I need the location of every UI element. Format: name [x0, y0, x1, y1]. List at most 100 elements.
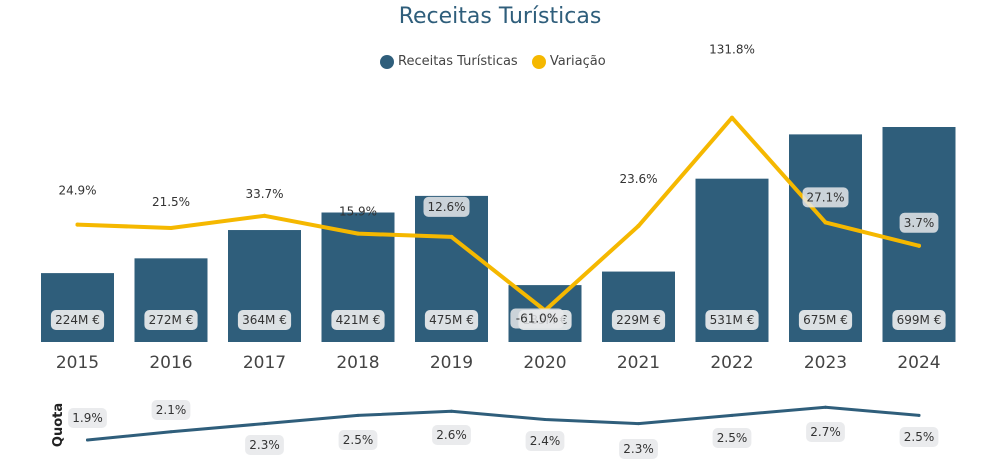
quota-label-2019-group: 2.6%: [432, 425, 471, 445]
variacao-label-2024: 3.7%: [904, 216, 935, 230]
quota-label-2015-bg: [68, 408, 107, 428]
bar-label-2023-bg: [798, 310, 853, 330]
bar-label-2015-bg: [50, 310, 105, 330]
x-tick-2015: 2015: [56, 353, 99, 373]
bar-label-2017-group: 364M €: [237, 310, 292, 330]
bar-label-2016: 272M €: [149, 313, 194, 327]
quota-label-2017-bg: [245, 435, 284, 455]
bar-label-2019: 475M €: [429, 313, 474, 327]
bar-label-2018: 421M €: [336, 313, 381, 327]
quota-point-2016: [169, 430, 173, 434]
quota-label-2018-group: 2.5%: [338, 430, 378, 450]
quota-label-2021: 2.3%: [623, 442, 654, 456]
variacao-label-2021: 23.6%: [619, 172, 657, 186]
legend-label-variacao: Variação: [549, 54, 606, 69]
bar-2023: [789, 134, 862, 342]
variacao-label-2018-group: 15.9%: [339, 205, 377, 219]
quota-label-2018: 2.5%: [343, 433, 374, 447]
bar-label-2021-bg: [611, 310, 666, 330]
bar-2015: [41, 273, 114, 342]
quota-point-2019: [450, 409, 453, 413]
variacao-label-2019: 12.6%: [427, 200, 465, 214]
variacao-point-2017: [262, 213, 267, 218]
legend-swatch-receitas: [380, 54, 394, 69]
quota-label-2020-bg: [525, 431, 565, 451]
quota-point-2017: [263, 422, 266, 426]
variacao-label-2019-bg: [423, 196, 470, 217]
variacao-label-2018: 15.9%: [339, 205, 377, 219]
variacao-line: [75, 115, 921, 313]
quota-point-2023: [824, 405, 827, 409]
legend-item-variacao[interactable]: Variação: [531, 54, 606, 69]
variacao-label-2015: 24.9%: [58, 184, 96, 198]
bar-label-2022-group: 531M €: [705, 310, 759, 330]
quota-point-2022: [730, 413, 734, 417]
quota-label-2023: 2.7%: [810, 425, 841, 439]
bar-label-2024-group: 699M €: [892, 310, 946, 330]
quota-label-2024: 2.5%: [904, 430, 935, 444]
variacao-label-2022-group: 131.8%: [709, 43, 755, 57]
variacao-point-2015: [75, 222, 80, 227]
quota-point-2018: [356, 413, 360, 417]
quota-label-2023-group: 2.7%: [806, 422, 845, 442]
variacao-label-2021-group: 23.6%: [619, 172, 657, 186]
quota-label-2020-group: 2.4%: [525, 431, 565, 451]
quota-label-2022-bg: [712, 428, 752, 448]
legend-item-receitas[interactable]: Receitas Turísticas: [380, 54, 518, 69]
bar-label-2015-group: 224M €: [50, 310, 105, 330]
quota-label-2017: 2.3%: [249, 438, 280, 452]
x-tick-2020: 2020: [523, 353, 566, 373]
variacao-label-2016: 21.5%: [152, 195, 190, 209]
variacao-label-2020-bg: [510, 308, 564, 329]
variacao-label-2022: 131.8%: [709, 43, 755, 57]
legend-swatch-variacao: [531, 54, 546, 69]
bar-2021: [602, 271, 675, 342]
bar-label-2022: 531M €: [710, 313, 755, 327]
variacao-label-2023-bg: [802, 187, 849, 208]
quota-label-2015: 1.9%: [72, 411, 103, 425]
quota-label-2024-group: 2.5%: [899, 427, 939, 447]
quota-label-2024-bg: [899, 427, 939, 447]
variacao-point-2016: [169, 226, 173, 230]
quota-label-2021-bg: [619, 439, 658, 459]
bar-label-2021: 229M €: [616, 313, 661, 327]
variacao-point-2021: [636, 223, 641, 228]
bar-label-2017-bg: [237, 310, 292, 330]
x-tick-2022: 2022: [710, 353, 753, 373]
x-tick-2019: 2019: [430, 353, 473, 373]
quota-point-2015: [86, 438, 89, 442]
variacao-label-2020: -61.0%: [516, 312, 558, 326]
variacao-label-2024-bg: [899, 212, 939, 233]
bar-label-2017: 364M €: [242, 313, 287, 327]
quota-label-2015-group: 1.9%: [68, 408, 107, 428]
quota-label-2019-bg: [432, 425, 471, 445]
variacao-point-2019: [449, 234, 454, 239]
bar-label-2016-group: 272M €: [144, 310, 198, 330]
bar-label-2016-bg: [144, 310, 198, 330]
quota-label-2016-bg: [151, 400, 191, 420]
bar-label-2024: 699M €: [897, 313, 942, 327]
bar-label-2019-group: 475M €: [424, 310, 479, 330]
variacao-label-2019-group: 12.6%: [423, 196, 470, 217]
bar-label-2022-bg: [705, 310, 759, 330]
bar-label-2019-bg: [424, 310, 479, 330]
variacao-label-2020-group: -61.0%: [510, 308, 564, 329]
bar-label-2015: 224M €: [55, 313, 100, 327]
bar-label-2018-bg: [331, 310, 385, 330]
variacao-label-2015-group: 24.9%: [58, 184, 96, 198]
quota-label-2017-group: 2.3%: [245, 435, 284, 455]
x-tick-2016: 2016: [149, 353, 192, 373]
chart-title: Receitas Turísticas: [398, 4, 602, 29]
bar-label-2018-group: 421M €: [331, 310, 385, 330]
variacao-point-2023: [823, 220, 828, 225]
x-tick-2024: 2024: [897, 353, 940, 373]
variacao-label-2023: 27.1%: [806, 190, 844, 204]
variacao-point-2018: [356, 231, 360, 236]
x-tick-2021: 2021: [617, 353, 660, 373]
quota-label-2016-group: 2.1%: [151, 400, 191, 420]
quota-label-2020: 2.4%: [530, 434, 561, 448]
variacao-label-2017-group: 33.7%: [245, 187, 283, 201]
quota-label-2023-bg: [806, 422, 845, 442]
variacao-point-2022: [730, 115, 734, 120]
